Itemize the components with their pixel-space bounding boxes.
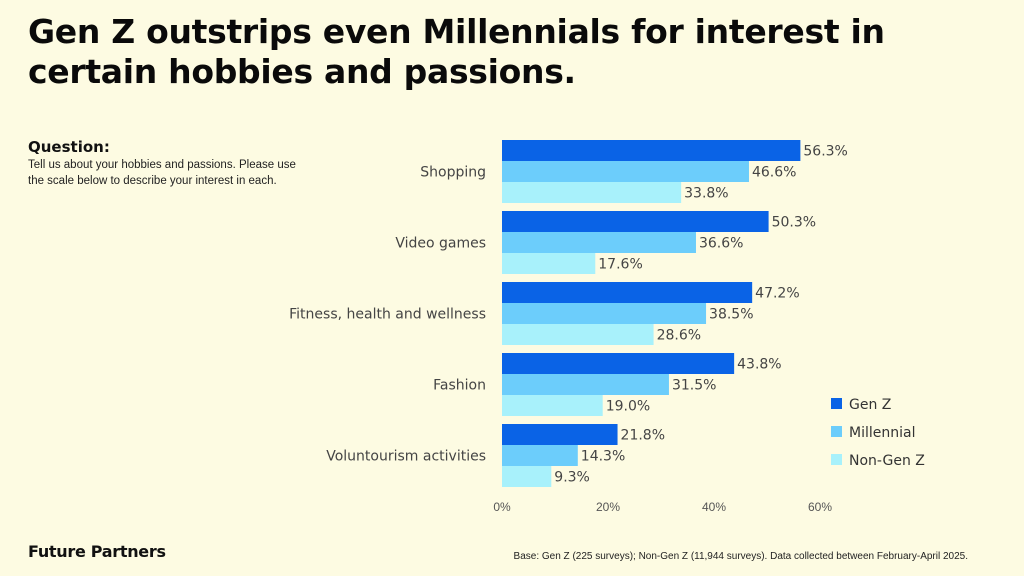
value-label-gen-z-video-games: 50.3% bbox=[772, 215, 816, 231]
labels-layer: Shopping 56.3% 46.6% 33.8% Video games 50.3% 3… bbox=[289, 144, 848, 486]
value-label-millennial-voluntourism-activities: 14.3% bbox=[581, 449, 625, 465]
legend-label-non-gen-z: Non-Gen Z bbox=[849, 453, 925, 469]
value-label-millennial-fashion: 31.5% bbox=[672, 378, 716, 394]
value-label-non-gen-z-shopping: 33.8% bbox=[684, 186, 728, 202]
bar-gen-z-video-games bbox=[502, 211, 769, 232]
category-label-shopping: Shopping bbox=[420, 165, 486, 181]
value-label-gen-z-fashion: 43.8% bbox=[737, 357, 781, 373]
bar-millennial-voluntourism-activities bbox=[502, 445, 578, 466]
x-tick-label: 20% bbox=[596, 500, 620, 514]
legend-label-millennial: Millennial bbox=[849, 425, 915, 441]
question-text: Tell us about your hobbies and passions.… bbox=[28, 159, 296, 187]
bar-non-gen-z-fashion bbox=[502, 395, 603, 416]
value-label-millennial-fitness-health-and-wellness: 38.5% bbox=[709, 307, 753, 323]
bar-gen-z-fashion bbox=[502, 353, 735, 374]
bars-layer bbox=[502, 140, 801, 487]
bar-millennial-fitness-health-and-wellness bbox=[502, 303, 707, 324]
value-label-non-gen-z-fitness-health-and-wellness: 28.6% bbox=[657, 328, 701, 344]
value-label-non-gen-z-voluntourism-activities: 9.3% bbox=[554, 470, 590, 486]
x-tick-label: 60% bbox=[808, 500, 832, 514]
value-label-millennial-video-games: 36.6% bbox=[699, 236, 743, 252]
legend-swatch-non-gen-z bbox=[831, 454, 842, 465]
bar-gen-z-voluntourism-activities bbox=[502, 424, 618, 445]
category-label-fitness-health-and-wellness: Fitness, health and wellness bbox=[289, 307, 486, 323]
bar-non-gen-z-shopping bbox=[502, 182, 682, 203]
legend-swatch-gen-z bbox=[831, 398, 842, 409]
bar-millennial-fashion bbox=[502, 374, 669, 395]
category-label-fashion: Fashion bbox=[433, 378, 486, 394]
value-label-non-gen-z-video-games: 17.6% bbox=[598, 257, 642, 273]
bar-gen-z-shopping bbox=[502, 140, 801, 161]
value-label-gen-z-voluntourism-activities: 21.8% bbox=[621, 428, 665, 444]
bar-non-gen-z-fitness-health-and-wellness bbox=[502, 324, 654, 345]
question-label: Question: bbox=[28, 138, 110, 156]
bar-gen-z-fitness-health-and-wellness bbox=[502, 282, 753, 303]
bar-non-gen-z-video-games bbox=[502, 253, 596, 274]
bar-millennial-video-games bbox=[502, 232, 696, 253]
category-label-video-games: Video games bbox=[395, 236, 486, 252]
footnote: Base: Gen Z (225 surveys); Non-Gen Z (11… bbox=[513, 551, 968, 562]
bar-non-gen-z-voluntourism-activities bbox=[502, 466, 552, 487]
x-tick-label: 0% bbox=[493, 500, 511, 514]
x-axis: 0% 20% 40% 60% bbox=[493, 500, 832, 514]
value-label-non-gen-z-fashion: 19.0% bbox=[606, 399, 650, 415]
value-label-millennial-shopping: 46.6% bbox=[752, 165, 796, 181]
bar-millennial-shopping bbox=[502, 161, 749, 182]
value-label-gen-z-fitness-health-and-wellness: 47.2% bbox=[755, 286, 799, 302]
legend-label-gen-z: Gen Z bbox=[849, 397, 891, 413]
page-title: Gen Z outstrips even Millennials for int… bbox=[28, 12, 885, 91]
legend: Gen Z Millennial Non-Gen Z bbox=[831, 397, 925, 469]
category-label-voluntourism-activities: Voluntourism activities bbox=[326, 449, 486, 465]
legend-swatch-millennial bbox=[831, 426, 842, 437]
x-tick-label: 40% bbox=[702, 500, 726, 514]
brand-logo: Future Partners bbox=[28, 542, 166, 561]
value-label-gen-z-shopping: 56.3% bbox=[803, 144, 847, 160]
